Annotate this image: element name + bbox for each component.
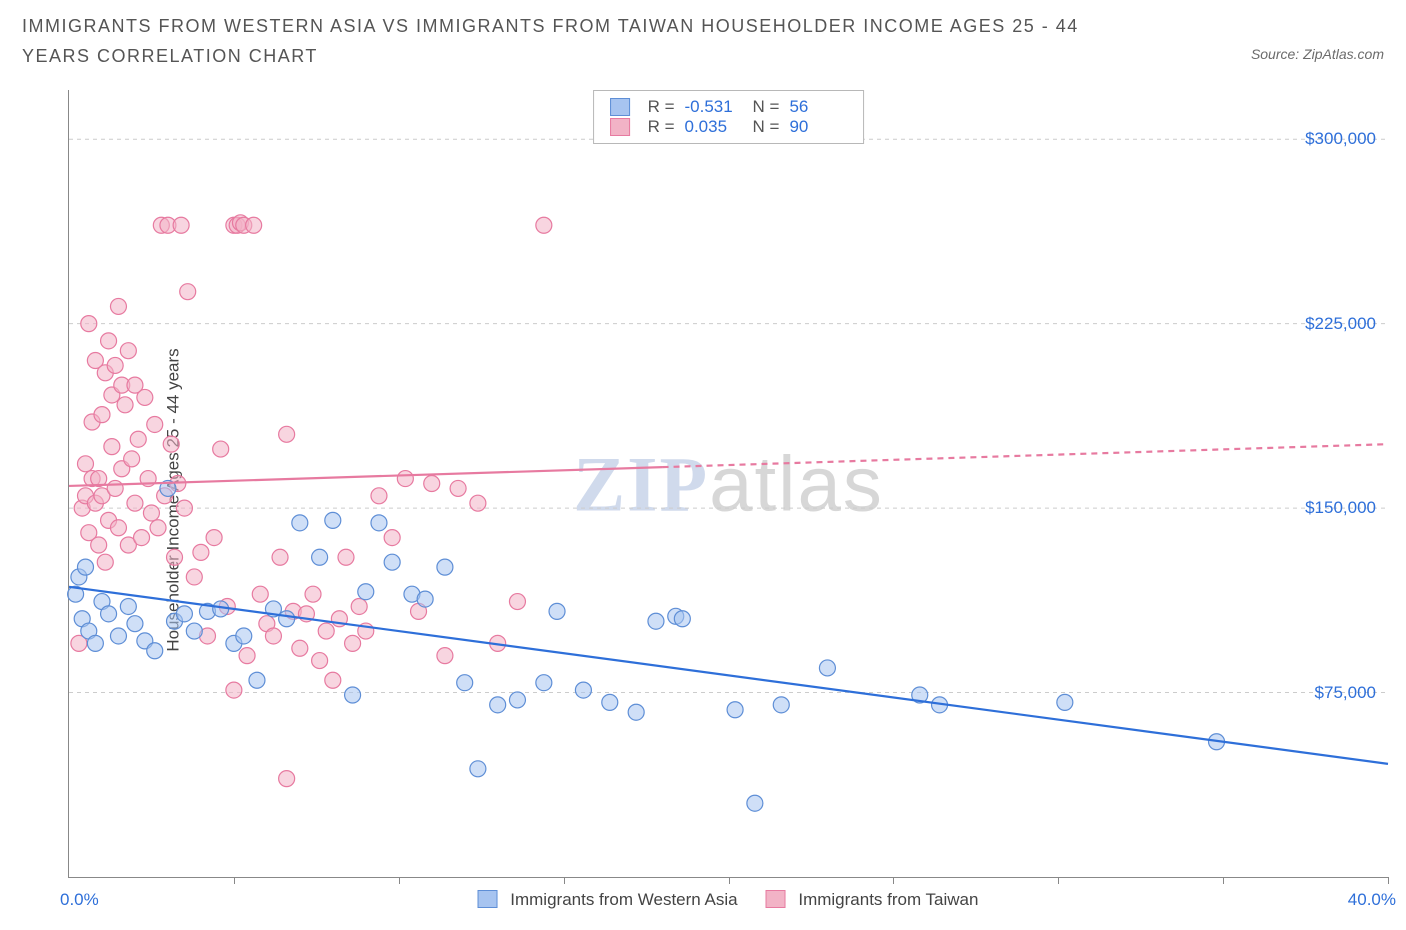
swatch-series-a-icon — [478, 890, 498, 908]
y-tick-label: $225,000 — [1305, 314, 1376, 334]
n-label-b: N = — [753, 117, 780, 137]
stat-row-b: R = 0.035 N = 90 — [610, 117, 848, 137]
stats-legend: R = -0.531 N = 56 R = 0.035 N = 90 — [593, 90, 865, 144]
y-tick-label: $300,000 — [1305, 129, 1376, 149]
y-tick-label: $150,000 — [1305, 498, 1376, 518]
chart-container: Householder Income Ages 25 - 44 years ZI… — [22, 90, 1396, 910]
n-value-b: 90 — [789, 117, 847, 137]
source-label[interactable]: Source: ZipAtlas.com — [1251, 46, 1384, 62]
swatch-series-b-icon — [766, 890, 786, 908]
n-value-a: 56 — [789, 97, 847, 117]
r-value-a: -0.531 — [685, 97, 743, 117]
series-b-name: Immigrants from Taiwan — [798, 890, 978, 909]
y-tick-label: $75,000 — [1315, 683, 1376, 703]
n-label-a: N = — [753, 97, 780, 117]
stat-row-a: R = -0.531 N = 56 — [610, 97, 848, 117]
r-label-b: R = — [648, 117, 675, 137]
x-min-label: 0.0% — [60, 890, 99, 910]
x-axis-row: 0.0% Immigrants from Western Asia Immigr… — [68, 882, 1388, 910]
legend-item-a[interactable]: Immigrants from Western Asia — [478, 890, 738, 910]
swatch-series-a-icon — [610, 98, 630, 116]
plot-area: ZIPatlas R = -0.531 N = 56 R = 0.035 N =… — [68, 90, 1388, 878]
series-a-name: Immigrants from Western Asia — [510, 890, 737, 909]
r-label-a: R = — [648, 97, 675, 117]
legend-item-b[interactable]: Immigrants from Taiwan — [766, 890, 979, 910]
x-tick — [1388, 877, 1389, 884]
series-legend: Immigrants from Western Asia Immigrants … — [478, 890, 979, 910]
r-value-b: 0.035 — [685, 117, 743, 137]
x-max-label: 40.0% — [1348, 890, 1396, 910]
chart-title: IMMIGRANTS FROM WESTERN ASIA VS IMMIGRAN… — [22, 12, 1122, 71]
lines-layer — [69, 90, 1388, 877]
swatch-series-b-icon — [610, 118, 630, 136]
